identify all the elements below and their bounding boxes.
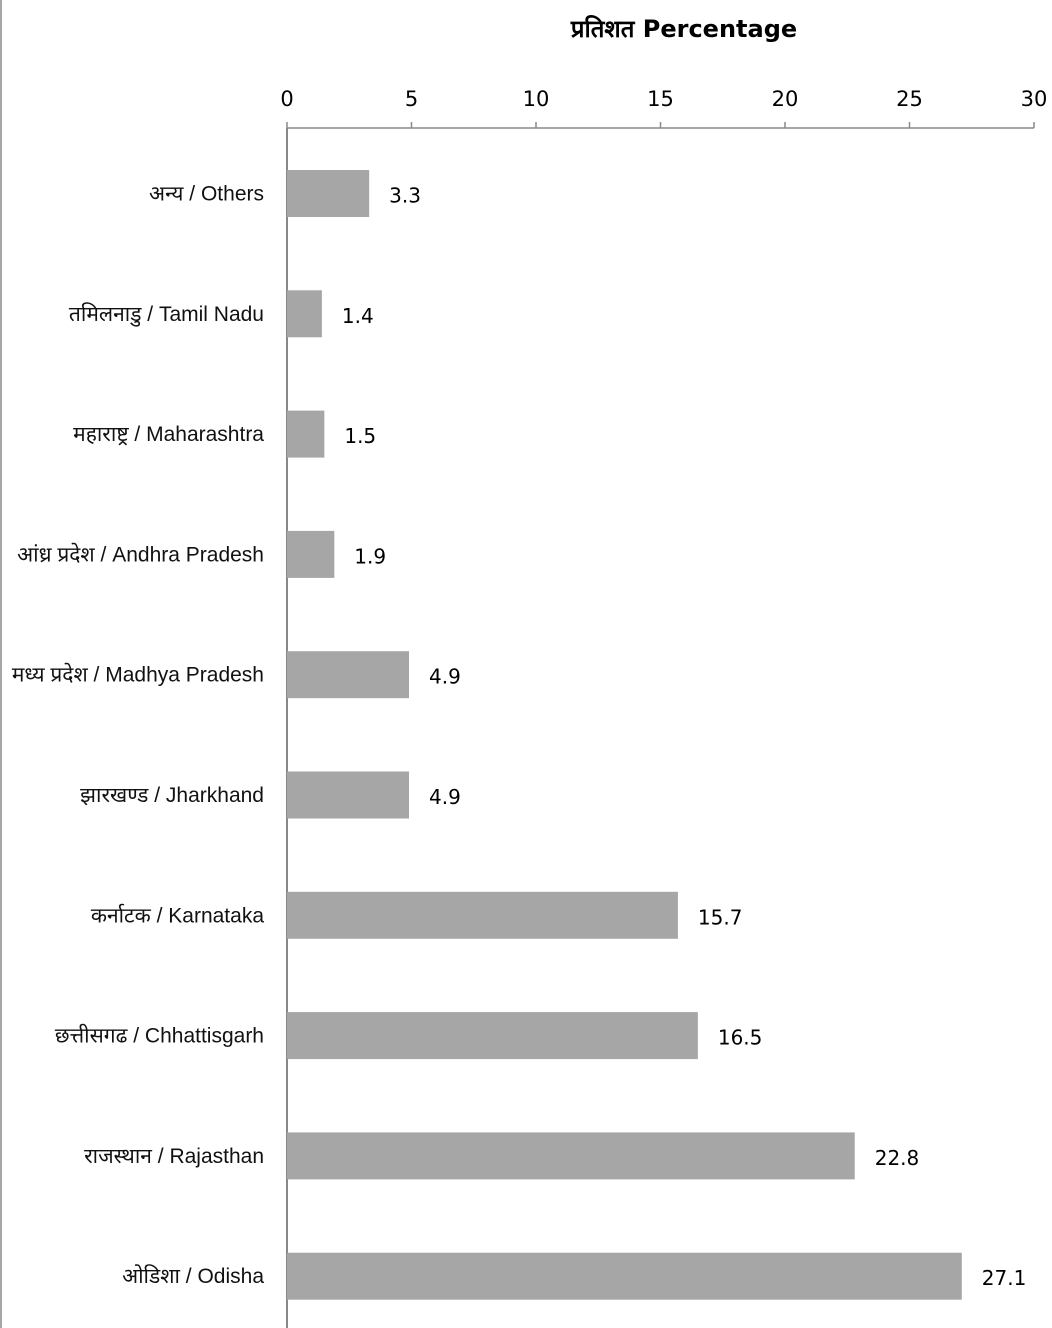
category-label: मध्य प्रदेश / Madhya Pradesh — [12, 663, 264, 687]
category-label: अन्य / Others — [149, 183, 264, 206]
x-tick-label: 0 — [280, 87, 293, 111]
x-tick-label: 15 — [647, 87, 674, 111]
data-label: 15.7 — [698, 905, 743, 929]
x-tick-label: 10 — [523, 87, 550, 111]
category-label: झारखण्ड / Jharkhand — [80, 784, 264, 807]
data-label: 4.9 — [429, 785, 461, 809]
data-labels: 3.3 1.4 1.5 1.9 4.9 4.9 15.7 16.5 22.8 27.1 — [342, 184, 1026, 1291]
x-axis-ticks: 0 5 10 15 20 25 30 — [280, 87, 1047, 128]
data-label: 3.3 — [389, 184, 421, 208]
bar — [287, 170, 370, 217]
data-label: 1.4 — [342, 304, 374, 328]
bar — [287, 410, 325, 458]
category-label: तमिलनाडु / Tamil Nadu — [69, 302, 264, 327]
category-labels: अन्य / Others तमिलनाडु / Tamil Nadu महाराष… — [12, 183, 264, 1289]
x-tick-label: 30 — [1021, 87, 1048, 111]
category-label: ओडिशा / Odisha — [122, 1264, 264, 1288]
category-label: आंध्र प्रदेश / Andhra Pradesh — [17, 542, 264, 566]
bar — [287, 891, 678, 939]
data-label: 22.8 — [875, 1146, 920, 1170]
category-label: छत्तीसगढ / Chhattisgarh — [55, 1024, 264, 1048]
bar — [287, 1252, 962, 1300]
x-tick-label: 20 — [772, 87, 799, 111]
data-label: 1.5 — [344, 424, 376, 448]
bar — [287, 1132, 855, 1180]
data-label: 1.9 — [354, 544, 386, 568]
bar — [287, 1012, 698, 1060]
bar — [287, 530, 335, 578]
x-tick-label: 25 — [896, 87, 923, 111]
data-label: 4.9 — [429, 665, 461, 689]
bars — [287, 170, 962, 1300]
category-label: कर्नाटक / Karnataka — [91, 903, 264, 927]
data-label: 27.1 — [982, 1266, 1027, 1290]
category-label: राजस्थान / Rajasthan — [84, 1145, 264, 1168]
data-label: 16.5 — [718, 1026, 763, 1050]
bar — [287, 771, 410, 819]
category-label: महाराष्ट्र / Maharashtra — [73, 423, 264, 446]
x-axis-title: प्रतिशत Percentage — [570, 15, 797, 43]
bar — [287, 651, 410, 699]
x-tick-label: 5 — [405, 87, 418, 111]
bar — [287, 290, 322, 338]
